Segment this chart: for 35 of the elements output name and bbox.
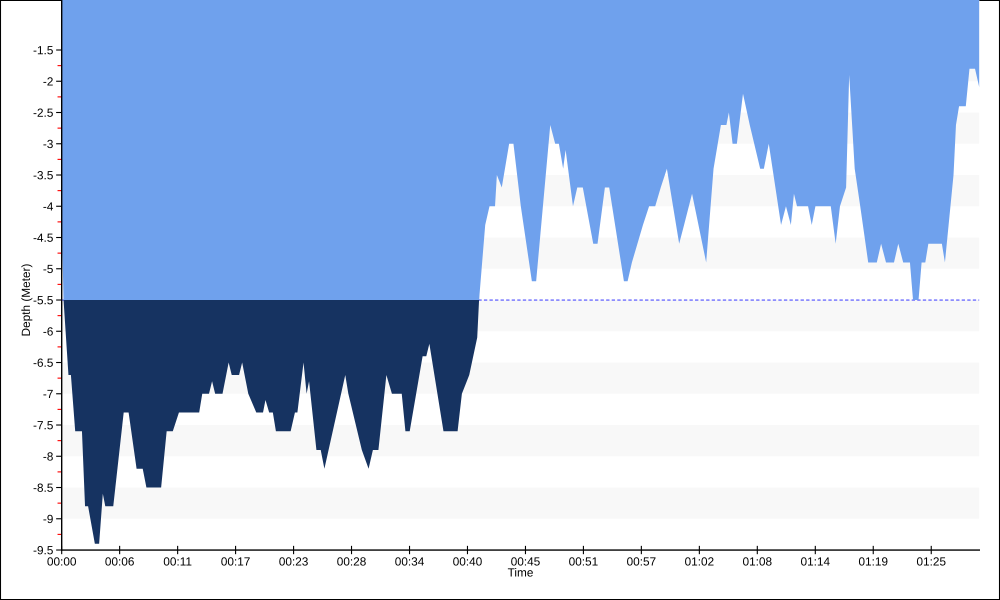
y-tick-label: -7	[43, 390, 53, 398]
y-tick-label: -6.5	[34, 358, 53, 367]
y-tick-label: -7.5	[34, 421, 53, 430]
y-tick-label: -5.5	[34, 296, 53, 304]
x-tick-label: 00:51	[569, 557, 598, 566]
y-tick-label: -1.5	[34, 46, 53, 54]
y-tick-label: -3	[43, 140, 53, 148]
x-tick-label: 00:11	[164, 557, 192, 566]
x-axis-title: Time	[508, 568, 533, 577]
y-tick-label: -5	[43, 264, 53, 274]
y-tick-label: -9	[43, 514, 53, 524]
y-tick-label: -8	[43, 452, 53, 461]
y-tick-label: -2	[43, 77, 53, 86]
x-tick-label: 01:14	[800, 557, 830, 566]
x-tick-label: 01:08	[742, 557, 772, 566]
x-tick-label: 00:23	[279, 557, 308, 566]
y-axis-title: Depth (Meter)	[21, 264, 32, 336]
y-tick-label: -8.5	[34, 484, 53, 492]
x-tick-label: 00:34	[395, 557, 424, 566]
x-tick-label: 01:25	[916, 557, 946, 566]
y-tick-label: -6	[43, 327, 53, 336]
x-tick-label: 01:19	[858, 557, 888, 566]
y-tick-label: -9.5	[34, 546, 53, 554]
y-tick-label: -2.5	[34, 108, 53, 117]
x-tick-label: 00:00	[47, 557, 76, 566]
y-tick-label: -4	[43, 202, 54, 211]
x-tick-label: 01:02	[685, 557, 714, 566]
x-tick-label: 00:45	[511, 557, 540, 566]
y-tick-label: -3.5	[34, 171, 53, 180]
x-tick-label: 00:17	[221, 557, 250, 566]
x-tick-label: 00:57	[627, 557, 656, 566]
y-tick-label: -4.5	[34, 234, 53, 242]
x-tick-label: 00:06	[105, 557, 134, 566]
x-tick-label: 00:28	[337, 557, 366, 566]
x-tick-label: 00:40	[453, 557, 482, 566]
